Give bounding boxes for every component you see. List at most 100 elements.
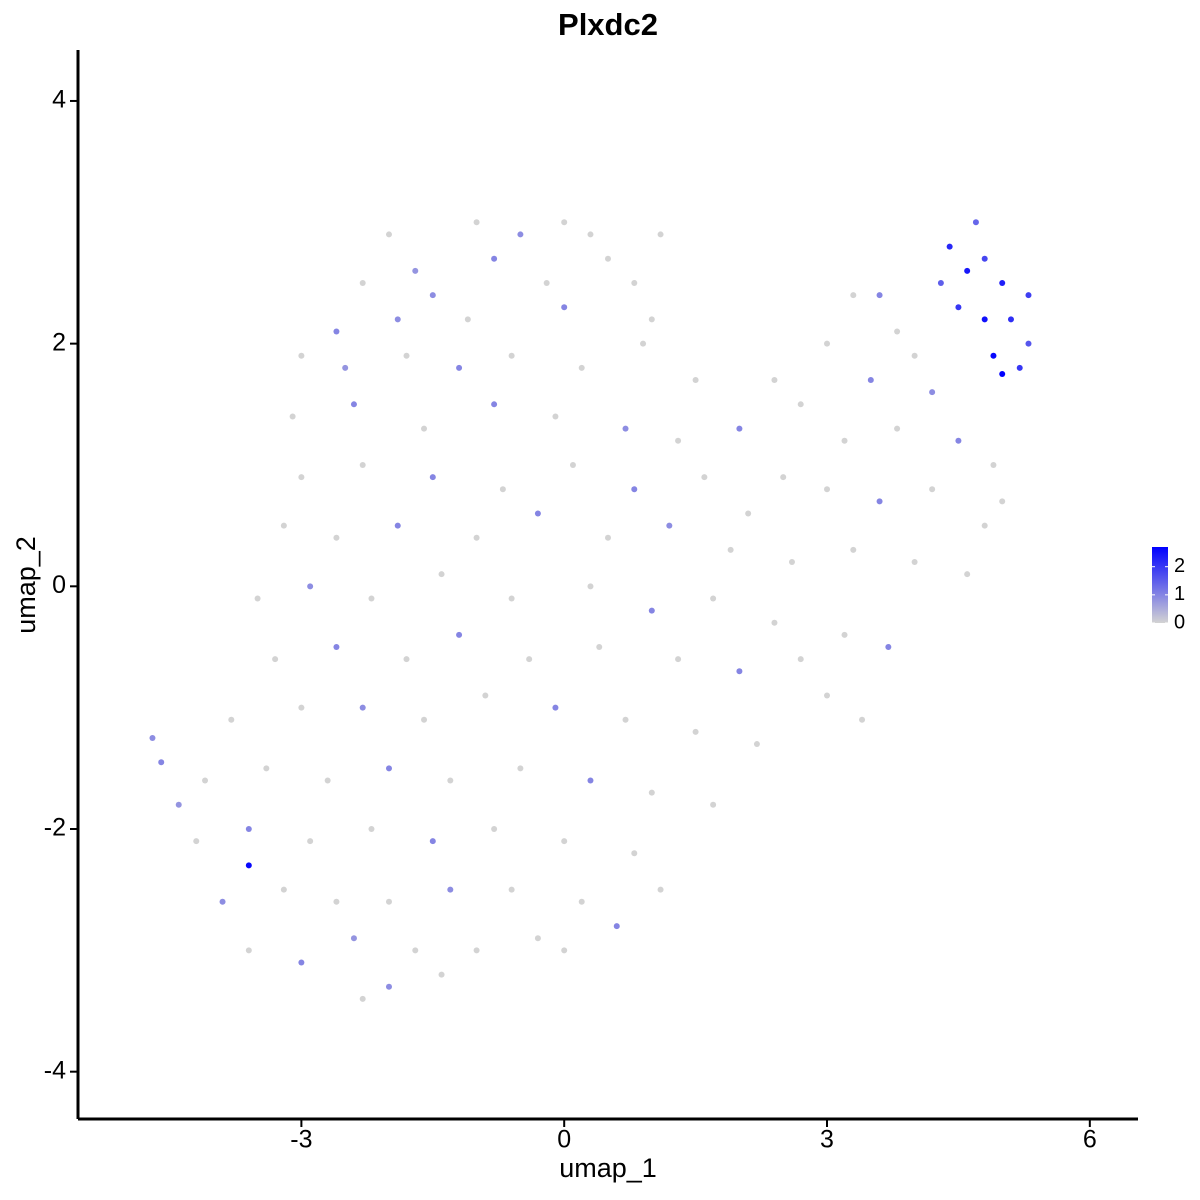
cell-point [981, 316, 988, 323]
cell-point [552, 413, 559, 420]
cell-point [447, 886, 454, 893]
colorbar [1152, 547, 1168, 623]
x-tick-label: -3 [290, 1126, 312, 1154]
cell-point [648, 789, 655, 796]
cell-point [622, 716, 629, 723]
cell-point [1025, 292, 1032, 299]
cell-point [964, 571, 971, 578]
cell-point [613, 923, 620, 930]
cell-point [429, 292, 436, 299]
cell-point [429, 474, 436, 481]
cell-point [929, 486, 936, 493]
cell-point [894, 328, 901, 335]
y-tick-label: -2 [44, 814, 66, 842]
cell-point [701, 474, 708, 481]
cell-point [631, 850, 638, 857]
cell-point [981, 255, 988, 262]
chart-title: Plxdc2 [558, 7, 658, 42]
cell-point [885, 643, 892, 650]
cell-point [850, 546, 857, 553]
cell-point [158, 759, 165, 766]
cell-point [403, 656, 410, 663]
cell-point [736, 668, 743, 675]
cell-point [894, 425, 901, 432]
cell-point [780, 474, 787, 481]
cell-point [298, 959, 305, 966]
cell-point [438, 571, 445, 578]
cell-point [333, 643, 340, 650]
cell-point [447, 777, 454, 784]
cell-point [929, 389, 936, 396]
cell-point [263, 765, 270, 772]
x-tick-label: 6 [1083, 1126, 1097, 1154]
cell-point [464, 316, 471, 323]
cell-point [368, 595, 375, 602]
cell-point [298, 704, 305, 711]
cell-point [797, 656, 804, 663]
cell-point [421, 425, 428, 432]
cell-point [561, 947, 568, 954]
cell-point [456, 364, 463, 371]
cell-point [385, 983, 392, 990]
cell-point [324, 777, 331, 784]
cell-point [289, 413, 296, 420]
x-tick-label: 0 [557, 1126, 571, 1154]
cell-point [569, 461, 576, 468]
cell-point [972, 219, 979, 226]
cell-point [876, 498, 883, 505]
y-tick-label: 4 [52, 86, 66, 114]
cell-point [999, 279, 1006, 286]
cell-point [307, 583, 314, 590]
cell-point [482, 692, 489, 699]
cell-point [368, 825, 375, 832]
cell-point [692, 728, 699, 735]
cell-point [657, 886, 664, 893]
cell-point [578, 364, 585, 371]
cell-point [421, 716, 428, 723]
cell-point [850, 292, 857, 299]
cell-point [605, 534, 611, 541]
cell-point [876, 292, 883, 299]
cell-point [657, 231, 664, 238]
cell-point [517, 231, 524, 238]
cell-point [254, 595, 261, 602]
cell-point [990, 461, 997, 468]
cell-point [631, 486, 638, 493]
cell-point [753, 741, 760, 748]
cell-point [955, 437, 962, 444]
cell-point [841, 631, 848, 638]
cell-point [473, 219, 480, 226]
cell-point [631, 279, 638, 286]
cell-point [429, 838, 436, 845]
cell-point [666, 522, 673, 529]
cell-point [578, 898, 585, 905]
cell-point [937, 279, 944, 286]
cell-point [438, 971, 445, 978]
cell-point [990, 352, 997, 359]
cell-point [605, 255, 611, 262]
cell-point [561, 219, 568, 226]
cell-point [491, 255, 498, 262]
cell-point [202, 777, 209, 784]
cell-point [534, 510, 541, 517]
cell-point [333, 534, 340, 541]
cell-point [412, 267, 419, 274]
cell-point [298, 352, 305, 359]
y-tick-label: -4 [44, 1056, 66, 1084]
cell-point [491, 825, 498, 832]
x-tick-label: 3 [820, 1126, 834, 1154]
cell-point [867, 377, 874, 384]
cell-point [245, 862, 252, 869]
cell-point [745, 510, 752, 517]
cell-point [359, 704, 366, 711]
cell-point [526, 656, 533, 663]
cell-point [911, 352, 918, 359]
cell-point [736, 425, 743, 432]
cell-point [499, 486, 506, 493]
cell-point [692, 377, 699, 384]
cell-point [403, 352, 410, 359]
cell-point [517, 765, 524, 772]
cell-point [350, 401, 357, 408]
cell-point [771, 619, 778, 626]
